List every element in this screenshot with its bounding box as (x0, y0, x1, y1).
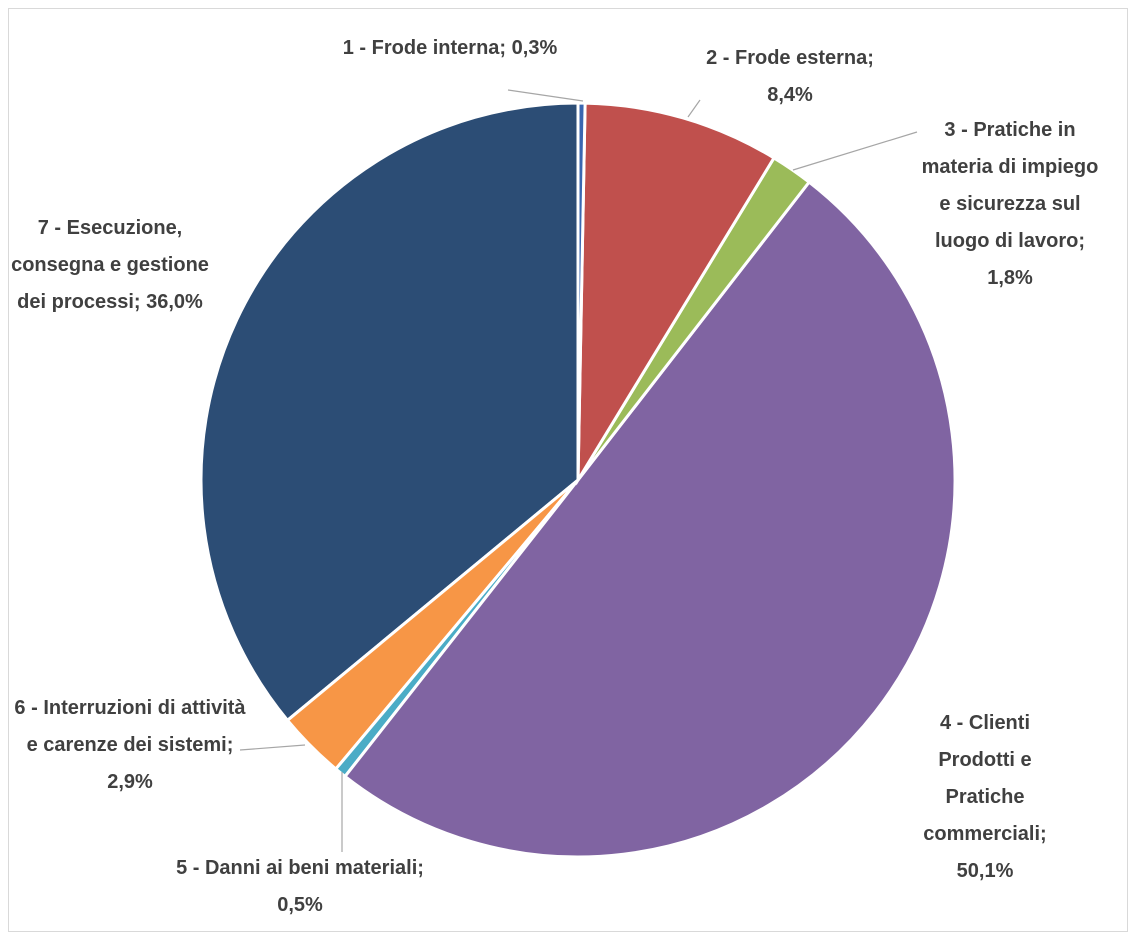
data-label: 5 - Danni ai beni materiali; 0,5% (170, 850, 430, 924)
value-label: 0,5% (277, 894, 323, 916)
chart-frame (8, 8, 1128, 932)
category-label: 2 - Frode esterna; (706, 47, 874, 69)
pie-slice (576, 101, 777, 486)
category-label: 4 - Clienti Prodotti e Pratiche commerci… (923, 712, 1047, 845)
data-label: 2 - Frode esterna; 8,4% (695, 40, 885, 114)
leader-line (792, 131, 918, 171)
data-label: 7 - Esecuzione, consegna e gestione dei … (0, 210, 220, 321)
category-label: 5 - Danni ai beni materiali; (176, 857, 424, 879)
data-label: 3 - Pratiche in materia di impiego e sic… (915, 112, 1105, 297)
pie-slice (576, 101, 587, 481)
value-label: 1,8% (987, 267, 1033, 289)
leader-line (507, 89, 584, 102)
category-label: 3 - Pratiche in materia di impiego e sic… (921, 119, 1099, 252)
leader-line (687, 99, 701, 118)
data-label: 6 - Interruzioni di attività e carenze d… (10, 690, 250, 801)
data-label: 4 - Clienti Prodotti e Pratiche commerci… (900, 705, 1070, 890)
value-label: 50,1% (956, 860, 1014, 882)
value-label: 8,4% (767, 84, 813, 106)
leader-line (239, 744, 306, 751)
value-label: 0,3% (511, 37, 558, 59)
value-label: 2,9% (107, 771, 153, 793)
category-label: 7 - Esecuzione, consegna e gestione dei … (11, 217, 209, 313)
category-label: 1 - Frode interna; (342, 37, 507, 59)
value-label: 36,0% (146, 291, 203, 313)
data-label: 1 - Frode interna; 0,3% (320, 30, 580, 67)
pie-slice (199, 101, 580, 723)
category-label: 6 - Interruzioni di attività e carenze d… (14, 697, 246, 756)
pie-slice (342, 180, 957, 859)
